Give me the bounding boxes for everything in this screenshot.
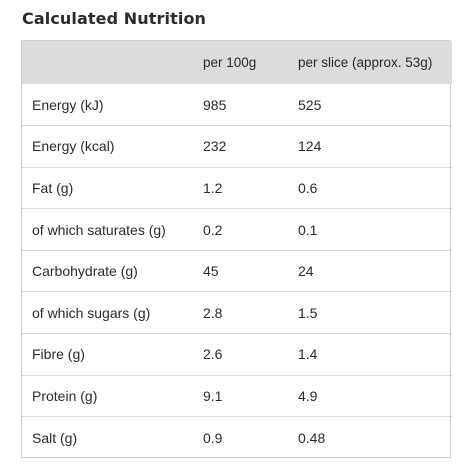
per-slice-value: 525 [298,96,322,113]
per-100g-value: 2.8 [203,304,223,321]
nutrient-label: Fat (g) [32,179,74,196]
table-row: Energy (kJ) 985 525 [22,84,452,126]
table-header-row: per 100g per slice (approx. 53g) [22,41,452,84]
per-100g-value: 2.6 [203,346,223,363]
table-row: Fat (g) 1.2 0.6 [22,167,452,209]
per-100g-value: 9.1 [203,387,223,404]
per-100g-value: 45 [203,263,219,280]
table-row: Energy (kcal) 232 124 [22,125,452,168]
nutrient-label: Protein (g) [32,387,98,404]
per-slice-value: 1.4 [298,346,318,363]
nutrition-table-container: per 100g per slice (approx. 53g) Energy … [21,40,452,458]
header-per-100g: per 100g [203,55,257,70]
nutrient-label: Carbohydrate (g) [32,263,138,280]
table-row: of which saturates (g) 0.2 0.1 [22,208,452,251]
nutrient-label: of which sugars (g) [32,304,151,321]
table-row: Carbohydrate (g) 45 24 [22,250,452,292]
table-row: Fibre (g) 2.6 1.4 [22,333,452,376]
nutrition-title: Calculated Nutrition [22,9,207,28]
header-per-slice: per slice (approx. 53g) [298,55,433,70]
per-slice-value: 0.48 [298,429,326,446]
per-slice-value: 24 [298,263,314,280]
table-row: Protein (g) 9.1 4.9 [22,375,452,417]
per-100g-value: 232 [203,138,227,155]
per-100g-value: 1.2 [203,179,223,196]
nutrient-label: Salt (g) [32,429,78,446]
table-row: of which sugars (g) 2.8 1.5 [22,291,452,334]
per-slice-value: 0.6 [298,179,318,196]
per-slice-value: 0.1 [298,221,318,238]
per-100g-value: 985 [203,96,227,113]
per-slice-value: 124 [298,138,322,155]
nutrient-label: Fibre (g) [32,346,85,363]
table-row: Salt (g) 0.9 0.48 [22,416,452,459]
per-100g-value: 0.9 [203,429,223,446]
per-100g-value: 0.2 [203,221,223,238]
nutrient-label: Energy (kcal) [32,138,115,155]
header-nutrient [22,41,193,84]
per-slice-value: 1.5 [298,304,318,321]
nutrient-label: of which saturates (g) [32,221,166,238]
nutrient-label: Energy (kJ) [32,96,104,113]
nutrition-table: per 100g per slice (approx. 53g) Energy … [22,41,452,458]
per-slice-value: 4.9 [298,387,318,404]
